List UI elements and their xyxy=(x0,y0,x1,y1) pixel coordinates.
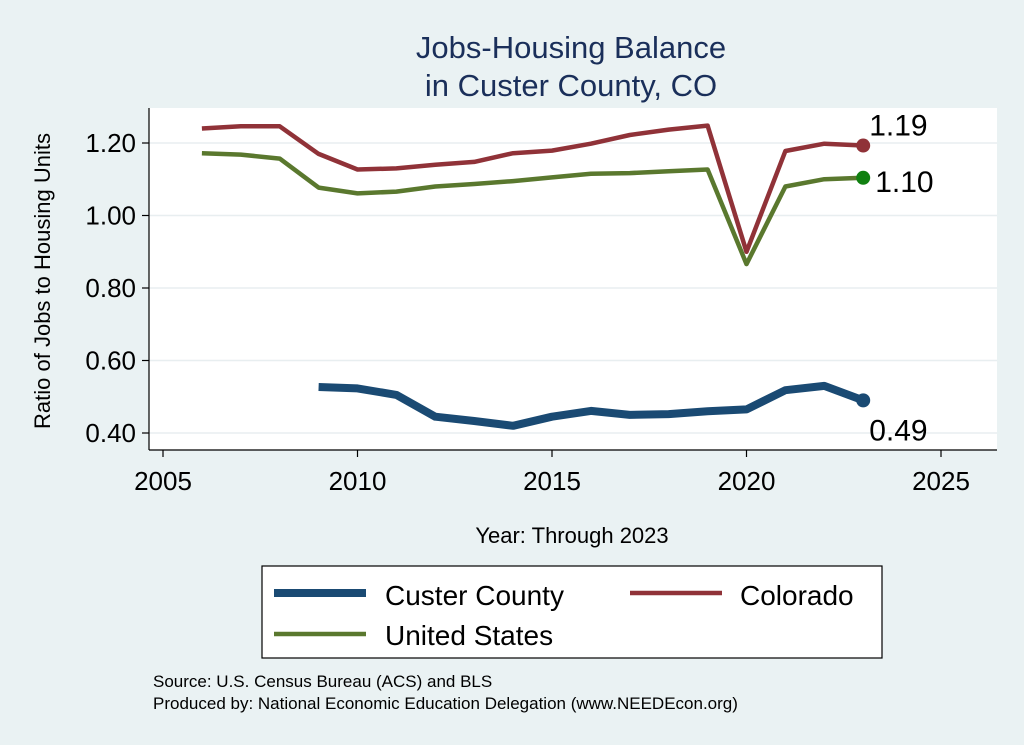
end-labels: 0.49 1.19 1.10 xyxy=(869,110,933,448)
end-marker-united-states xyxy=(856,170,871,185)
x-tick-label-4: 2025 xyxy=(912,466,970,496)
legend-box xyxy=(261,565,883,659)
legend: Custer County Colorado United States xyxy=(274,580,854,651)
legend-label-colorado: Colorado xyxy=(740,580,854,611)
y-axis-title: Ratio of Jobs to Housing Units xyxy=(30,133,55,429)
producer-note: Produced by: National Economic Education… xyxy=(153,694,738,713)
y-tick-label-2: 0.80 xyxy=(85,273,136,303)
series-line-united-states xyxy=(201,150,864,267)
y-tick-label-0: 0.40 xyxy=(85,418,136,448)
x-tick-label-3: 2020 xyxy=(718,466,776,496)
series-line-custer-county xyxy=(318,381,865,430)
x-tick-label-0: 2005 xyxy=(134,466,192,496)
series-line-colorado xyxy=(201,123,864,255)
legend-label-united-states: United States xyxy=(385,620,553,651)
end-label-united-states: 1.10 xyxy=(875,166,933,199)
end-marker-colorado xyxy=(856,138,871,153)
chart-title-line-2: in Custer County, CO xyxy=(425,68,717,103)
y-tick-label-1: 0.60 xyxy=(85,346,136,376)
gridlines xyxy=(149,142,997,434)
x-tick-label-2: 2015 xyxy=(523,466,581,496)
legend-label-custer-county: Custer County xyxy=(385,580,564,611)
end-label-custer-county: 0.49 xyxy=(869,414,927,447)
axes xyxy=(148,108,997,451)
end-label-colorado: 1.19 xyxy=(869,110,927,143)
x-tick-label-1: 2010 xyxy=(329,466,387,496)
x-axis-ticks: 2005 2010 2015 2020 2025 xyxy=(134,450,970,496)
y-tick-label-4: 1.20 xyxy=(85,128,136,158)
y-axis-ticks: 0.40 0.60 0.80 1.00 1.20 xyxy=(85,128,149,448)
x-axis-title: Year: Through 2023 xyxy=(475,523,668,548)
y-tick-label-3: 1.00 xyxy=(85,201,136,231)
source-note: Source: U.S. Census Bureau (ACS) and BLS xyxy=(153,672,492,691)
end-marker-custer-county xyxy=(856,393,871,408)
series-lines xyxy=(201,123,871,430)
chart-title-line-1: Jobs-Housing Balance xyxy=(416,30,726,65)
